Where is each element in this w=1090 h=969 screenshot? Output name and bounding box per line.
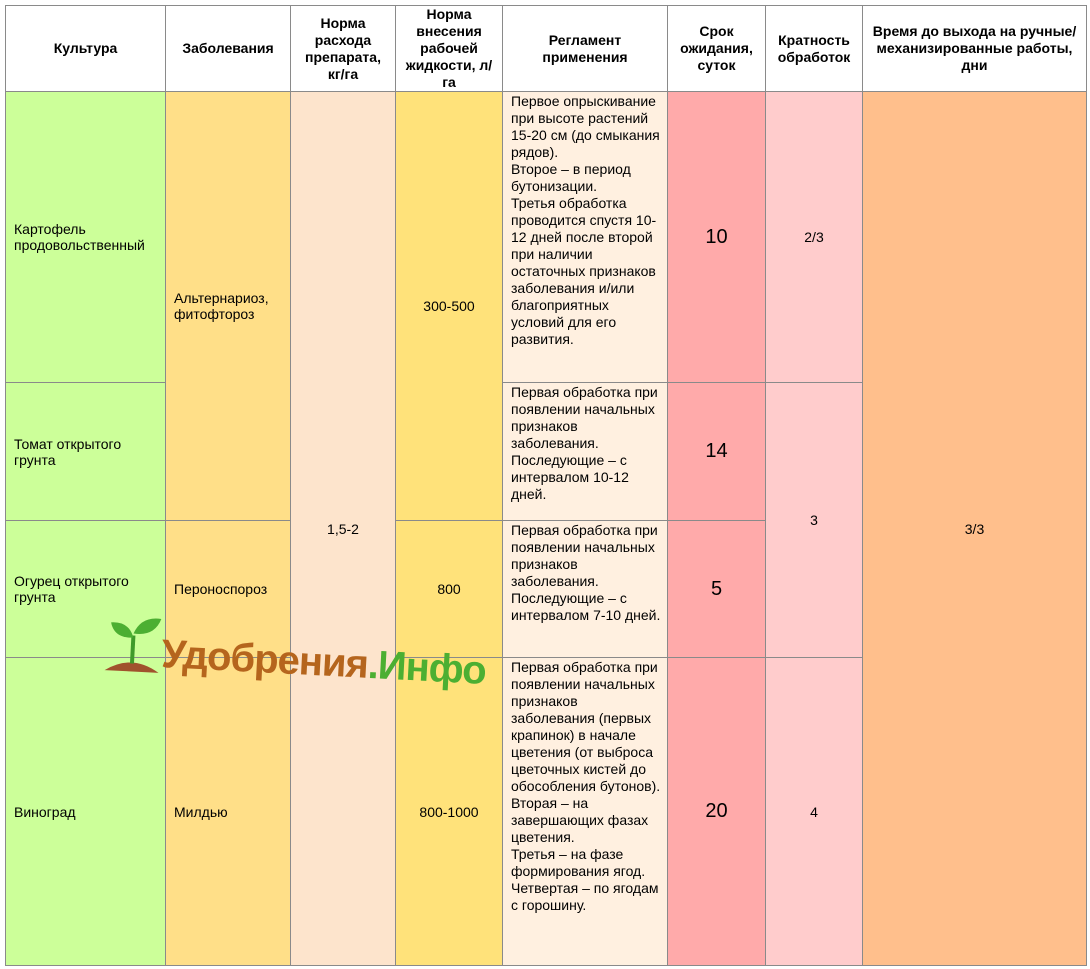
wait: 10: [667, 91, 766, 383]
table: Культура Заболевания Норма расхода препа…: [5, 5, 1087, 966]
liquid: 300-500: [395, 91, 503, 521]
watermark-text: .Инфо: [366, 642, 487, 693]
regulation-paragraph: Первая обработка при появлении начальных…: [511, 659, 661, 794]
reentry: 3/3: [862, 91, 1087, 966]
wait: 14: [667, 382, 766, 521]
regulation-paragraph: Последующие – с интервалом 10-12 дней.: [511, 452, 629, 502]
disease: Пероноспороз: [165, 520, 291, 658]
multiplicity: 4: [765, 657, 863, 966]
watermark: Удобрения .Инфо: [102, 612, 487, 694]
crop: Огурец открытого грунта: [5, 520, 166, 658]
crop: Виноград: [5, 657, 166, 966]
regulation-paragraph: Второе – в период бутонизации.: [511, 161, 631, 194]
regulation-paragraph: Вторая – на завершающих фазах цветения.: [511, 795, 649, 845]
multiplicity: 3: [765, 382, 863, 658]
regulation-paragraph: Третья – на фазе формирования ягод.: [511, 846, 646, 879]
header-cell: Норма расхода препарата, кг/га: [290, 5, 396, 92]
multiplicity: 2/3: [765, 91, 863, 383]
wait: 20: [667, 657, 766, 966]
regulation-paragraph: Первое опрыскивание при высоте растений …: [511, 93, 660, 160]
row: Огурец открытого грунта Пероноспороз 800…: [5, 520, 1087, 658]
crop: Томат открытого грунта: [5, 382, 166, 521]
header-cell: Кратность обработок: [765, 5, 863, 92]
rate: 1,5-2: [290, 91, 396, 966]
row: Томат открытого грунта Первая обработка …: [5, 382, 1087, 658]
header-cell: Срок ожидания, суток: [667, 5, 766, 92]
regulation-paragraph: Последующие – с интервалом 7-10 дней.: [511, 590, 661, 623]
regulation-paragraph: Первая обработка при появлении начальных…: [511, 522, 658, 589]
header-cell: Норма внесения рабочей жидкости, л/га: [395, 5, 503, 92]
row: Виноград Милдью 800-1000 Первая обработк…: [5, 657, 1087, 966]
regulation: Первая обработка при появлении начальных…: [502, 520, 668, 658]
header-row: Культура Заболевания Норма расхода препа…: [5, 5, 1087, 92]
wait: 5: [667, 520, 766, 658]
liquid: 800-1000: [395, 657, 503, 966]
header-cell: Культура: [5, 5, 166, 92]
regulation: Первая обработка при появлении начальных…: [502, 382, 668, 521]
regulation: Первое опрыскивание при высоте растений …: [502, 91, 668, 383]
regulation: Первая обработка при появлении начальных…: [502, 657, 668, 966]
disease: Милдью: [165, 657, 291, 966]
header-cell: Заболевания: [165, 5, 291, 92]
disease: Альтернариоз, фитофтороз: [165, 91, 291, 521]
header-cell: Время до выхода на ручные/механизированн…: [862, 5, 1087, 92]
header-cell: Регламент применения: [502, 5, 668, 92]
crop: Картофель продовольственный: [5, 91, 166, 383]
liquid: 800: [395, 520, 503, 658]
logo-icon: [104, 618, 162, 673]
regulation-paragraph: Третья обработка проводится спустя 10-12…: [511, 195, 657, 347]
regulation-paragraph: Четвертая – по ягодам с горошину.: [511, 880, 659, 913]
row: Картофель продовольственный Альтернариоз…: [5, 91, 1087, 966]
regulation-paragraph: Первая обработка при появлении начальных…: [511, 384, 658, 451]
